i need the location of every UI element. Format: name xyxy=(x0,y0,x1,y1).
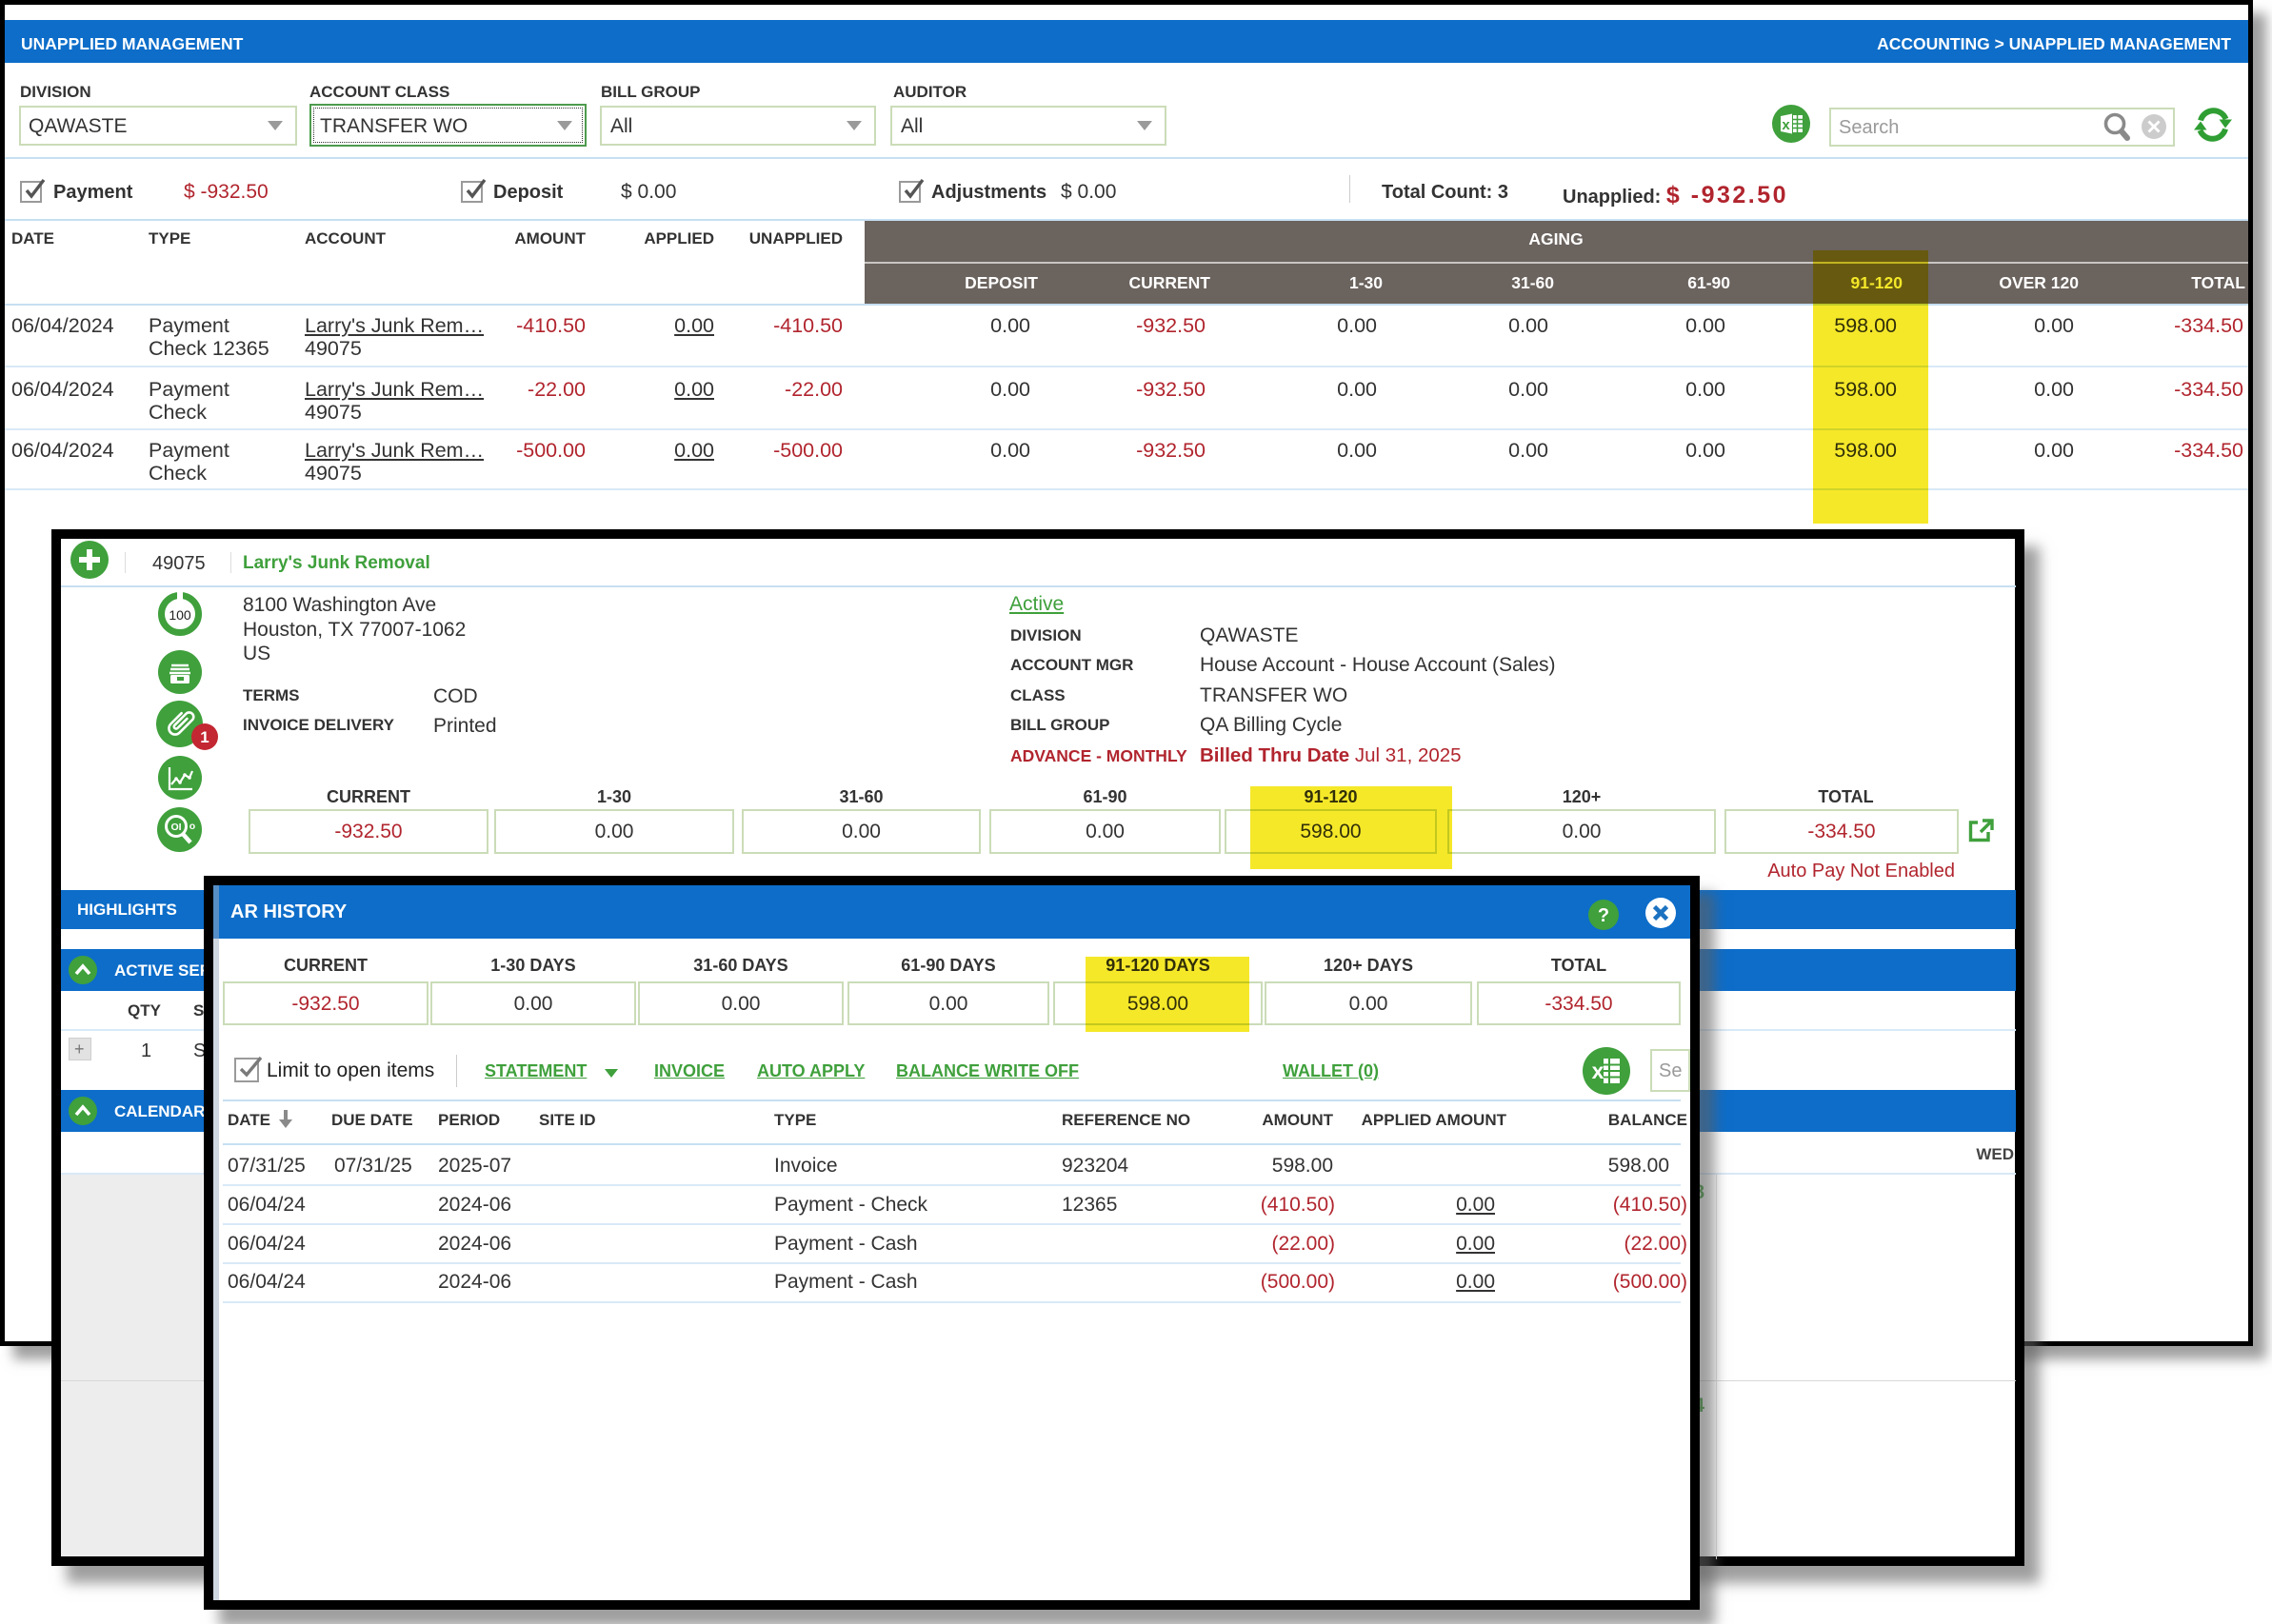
svg-text:OI: OI xyxy=(170,822,181,833)
svg-text:?: ? xyxy=(1598,905,1609,926)
svg-text:x: x xyxy=(1592,1059,1604,1083)
svg-text:o: o xyxy=(189,821,195,832)
svg-text:x: x xyxy=(1782,117,1790,133)
svg-text:100: 100 xyxy=(169,607,191,623)
svg-text:1: 1 xyxy=(200,728,209,746)
